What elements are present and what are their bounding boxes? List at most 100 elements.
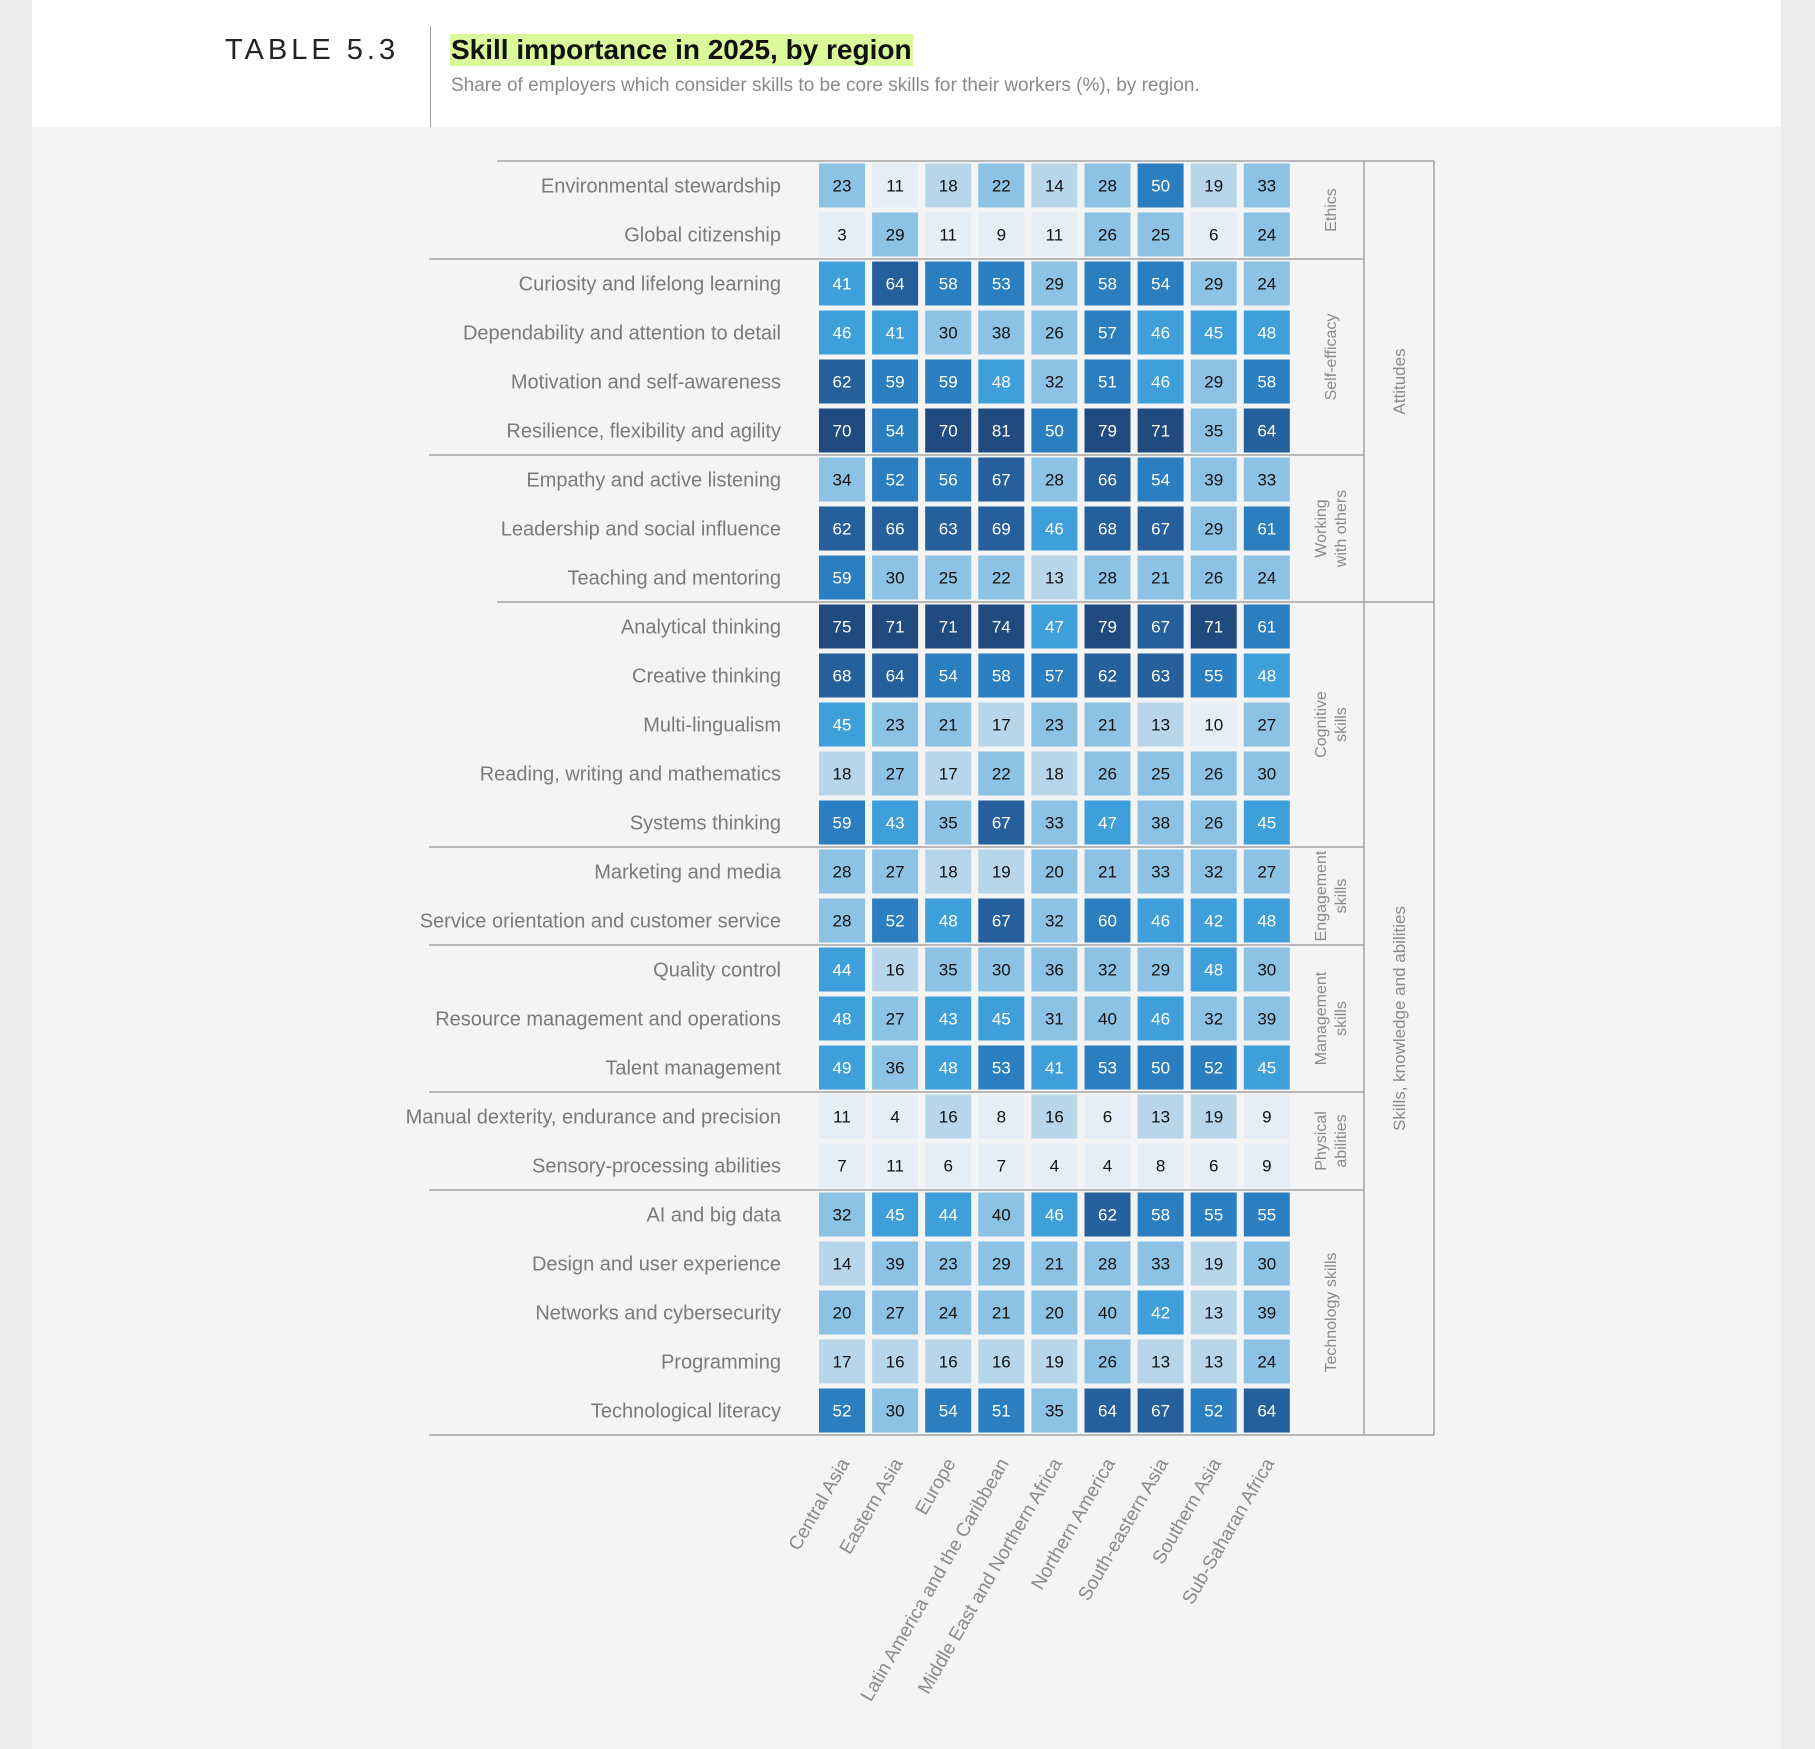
heatmap-cell xyxy=(1190,1094,1237,1139)
heatmap-cell xyxy=(1137,702,1184,747)
heatmap-cell xyxy=(819,1339,865,1384)
heatmap-cell xyxy=(1084,947,1131,992)
cell-value: 74 xyxy=(992,618,1011,637)
heatmap-cell xyxy=(819,800,865,845)
cell-value: 44 xyxy=(833,961,852,980)
cell-value: 71 xyxy=(1151,422,1170,441)
cell-value: 26 xyxy=(1204,569,1223,588)
heatmap-cell xyxy=(1031,751,1078,796)
heatmap-cell xyxy=(978,1143,1025,1188)
cell-value: 67 xyxy=(1151,618,1170,637)
subgroup-label: Physical xyxy=(1313,1111,1330,1171)
row-label: Networks and cybersecurity xyxy=(535,1303,781,1325)
cell-value: 13 xyxy=(1204,1304,1223,1323)
cell-value: 16 xyxy=(992,1353,1011,1372)
heatmap-cell xyxy=(1190,604,1237,649)
cell-value: 67 xyxy=(1151,1402,1170,1421)
cell-value: 28 xyxy=(1098,569,1117,588)
row-label: Dependability and attention to detail xyxy=(463,323,781,345)
cell-value: 23 xyxy=(939,1255,958,1274)
cell-value: 16 xyxy=(886,961,905,980)
heatmap-cell xyxy=(1137,212,1184,257)
heatmap-cell xyxy=(1243,457,1290,502)
cell-value: 71 xyxy=(1204,618,1223,637)
cell-value: 45 xyxy=(992,1010,1011,1029)
cell-value: 52 xyxy=(886,471,905,490)
cell-value: 36 xyxy=(886,1059,905,1078)
cell-value: 62 xyxy=(1098,667,1117,686)
heatmap-cell xyxy=(925,947,972,992)
row-label: Resource management and operations xyxy=(435,1009,781,1031)
heatmap-cell xyxy=(925,1241,972,1286)
heatmap-cell xyxy=(978,212,1025,257)
cell-value: 17 xyxy=(992,716,1011,735)
heatmap-cell xyxy=(872,849,919,894)
cell-value: 19 xyxy=(1204,177,1223,196)
heatmap-cell xyxy=(925,261,972,306)
cell-value: 58 xyxy=(992,667,1011,686)
cell-value: 63 xyxy=(1151,667,1170,686)
cell-value: 29 xyxy=(1204,373,1223,392)
heatmap-cell xyxy=(1243,702,1290,747)
cell-value: 33 xyxy=(1257,177,1276,196)
cell-value: 33 xyxy=(1257,471,1276,490)
cell-value: 24 xyxy=(1257,226,1276,245)
cell-value: 38 xyxy=(992,324,1011,343)
cell-value: 46 xyxy=(1151,912,1170,931)
cell-value: 50 xyxy=(1045,422,1064,441)
heatmap-cell xyxy=(819,261,865,306)
cell-value: 67 xyxy=(992,814,1011,833)
cell-value: 54 xyxy=(886,422,905,441)
heatmap-cell xyxy=(978,1045,1025,1090)
cell-value: 16 xyxy=(939,1353,958,1372)
cell-value: 18 xyxy=(1045,765,1064,784)
cell-value: 70 xyxy=(939,422,958,441)
row-label: Creative thinking xyxy=(632,666,781,688)
heatmap-cell xyxy=(925,1388,972,1433)
cell-value: 21 xyxy=(1098,863,1117,882)
heatmap-cell xyxy=(872,1339,919,1384)
heatmap-cell xyxy=(819,1094,865,1139)
cell-value: 35 xyxy=(1204,422,1223,441)
cell-value: 49 xyxy=(833,1059,852,1078)
cell-value: 11 xyxy=(886,1157,904,1176)
cell-value: 26 xyxy=(1098,1353,1117,1372)
heatmap-cell xyxy=(1243,506,1290,551)
cell-value: 14 xyxy=(1045,177,1064,196)
row-label: Multi-lingualism xyxy=(643,715,781,737)
subgroup-label: Ethics xyxy=(1323,188,1340,232)
cell-value: 54 xyxy=(939,1402,958,1421)
cell-value: 29 xyxy=(1151,961,1170,980)
cell-value: 28 xyxy=(1045,471,1064,490)
heatmap-cell xyxy=(978,1241,1025,1286)
heatmap-cell xyxy=(978,1192,1025,1237)
heatmap-cell xyxy=(1243,751,1290,796)
heatmap-cell xyxy=(1084,163,1131,208)
cell-value: 3 xyxy=(837,226,846,245)
cell-value: 27 xyxy=(886,863,905,882)
cell-value: 13 xyxy=(1204,1353,1223,1372)
cell-value: 48 xyxy=(939,912,958,931)
cell-value: 21 xyxy=(1151,569,1170,588)
cell-value: 59 xyxy=(833,569,852,588)
heatmap-cell xyxy=(925,506,972,551)
row-label: Systems thinking xyxy=(630,813,781,835)
heatmap-cell xyxy=(1084,751,1131,796)
heatmap-cell xyxy=(925,898,972,943)
cell-value: 48 xyxy=(1257,912,1276,931)
cell-value: 30 xyxy=(992,961,1011,980)
cell-value: 29 xyxy=(1045,275,1064,294)
cell-value: 13 xyxy=(1151,1353,1170,1372)
subgroup-label: skills xyxy=(1333,707,1350,742)
heatmap-cell xyxy=(1031,1094,1078,1139)
cell-value: 30 xyxy=(1257,1255,1276,1274)
heatmap-cell xyxy=(1190,1290,1237,1335)
heatmap-cell xyxy=(872,1241,919,1286)
heatmap-cell xyxy=(1084,506,1131,551)
heatmap-cell xyxy=(1084,457,1131,502)
cell-value: 30 xyxy=(1257,765,1276,784)
cell-value: 16 xyxy=(1045,1108,1064,1127)
heatmap-cell xyxy=(1190,555,1237,600)
cell-value: 32 xyxy=(1045,912,1064,931)
heatmap-cell xyxy=(872,359,919,404)
